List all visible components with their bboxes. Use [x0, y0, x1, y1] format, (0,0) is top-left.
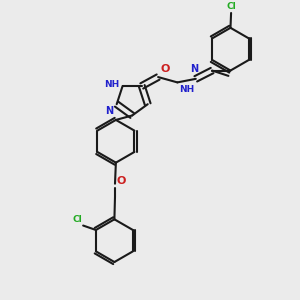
Text: Cl: Cl: [72, 215, 82, 224]
Text: Cl: Cl: [226, 2, 236, 10]
Text: N: N: [105, 106, 113, 116]
Text: O: O: [160, 64, 170, 74]
Text: O: O: [116, 176, 126, 186]
Text: N: N: [190, 64, 198, 74]
Text: NH: NH: [179, 85, 194, 94]
Text: NH: NH: [104, 80, 119, 89]
